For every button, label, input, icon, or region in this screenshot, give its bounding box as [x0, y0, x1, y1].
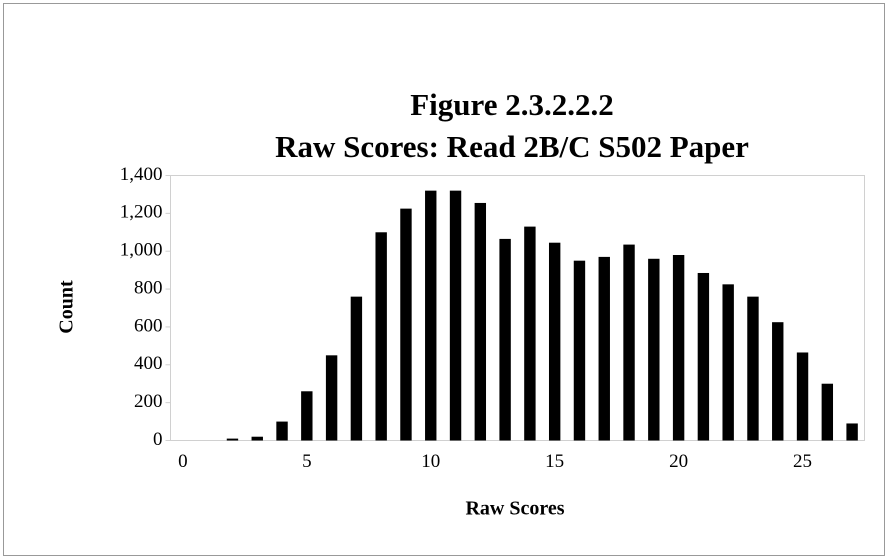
chart-border: [3, 3, 885, 556]
y-tick-label: 1,000: [120, 240, 163, 261]
x-tick-label: 15: [545, 451, 564, 472]
plot-border: [170, 175, 865, 441]
bar: [722, 284, 734, 441]
bar: [350, 296, 363, 441]
y-tick-label: 600: [134, 315, 163, 336]
bar: [499, 238, 511, 441]
bar: [548, 242, 561, 441]
bar: [623, 244, 635, 441]
y-tick-label: 400: [134, 353, 163, 374]
x-tick-label: 5: [302, 451, 312, 472]
bar: [474, 202, 487, 441]
y-tick-label: 1,400: [120, 164, 163, 185]
bar: [573, 260, 586, 441]
bar: [449, 190, 462, 441]
x-axis-title: Raw Scores: [465, 498, 564, 520]
x-tick-label: 0: [178, 451, 188, 472]
bar: [821, 383, 834, 441]
bar: [400, 208, 412, 441]
bar: [796, 352, 809, 441]
bar: [524, 226, 536, 441]
bar: [697, 272, 710, 441]
bar: [648, 258, 660, 441]
bar: [301, 391, 313, 441]
x-tick-label: 10: [421, 451, 440, 472]
bar: [425, 190, 437, 441]
x-tick-label: 25: [793, 451, 812, 472]
bar: [846, 423, 858, 441]
y-tick-label: 800: [134, 277, 163, 298]
bar: [251, 436, 263, 441]
bar: [672, 255, 685, 441]
y-tick-label: 0: [153, 429, 163, 450]
bar: [772, 322, 784, 441]
bar: [325, 355, 338, 441]
y-tick-label: 200: [134, 391, 163, 412]
x-tick-label: 20: [669, 451, 688, 472]
bar: [375, 232, 387, 441]
y-axis-title: Count: [56, 280, 78, 334]
bar: [747, 296, 759, 441]
y-tick-label: 1,200: [120, 202, 163, 223]
chart-title: Figure 2.3.2.2.2: [410, 87, 614, 122]
bar: [598, 256, 610, 441]
bar: [226, 438, 239, 441]
bar: [276, 421, 288, 441]
chart-subtitle: Raw Scores: Read 2B/C S502 Paper: [275, 129, 749, 164]
